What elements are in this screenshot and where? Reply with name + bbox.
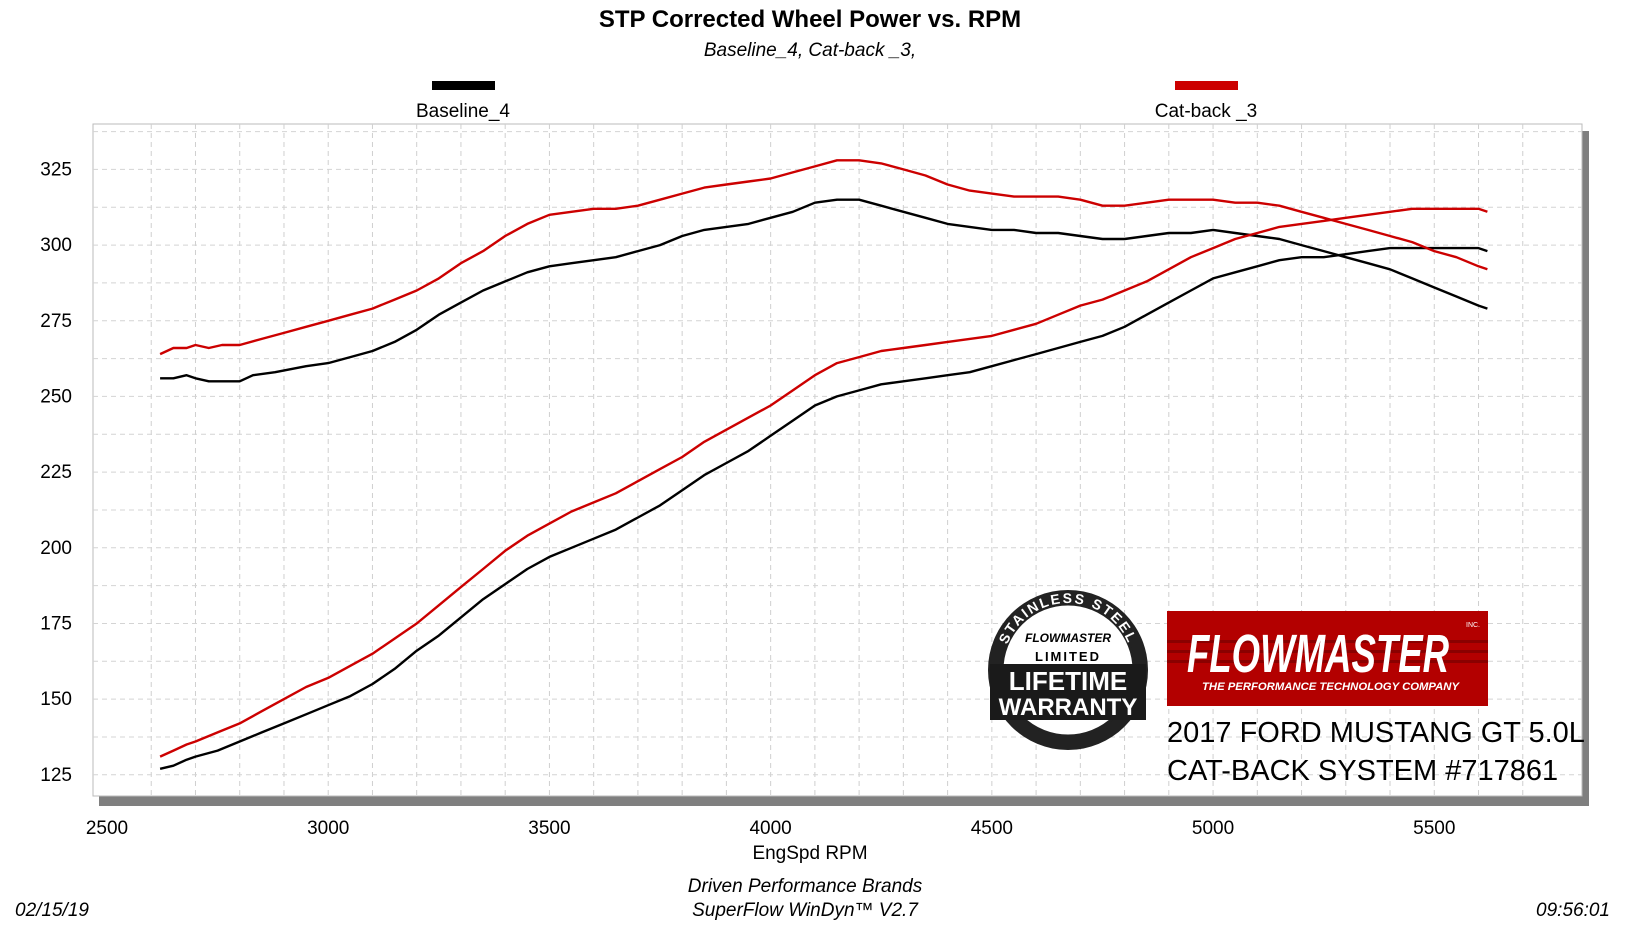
- badge-warranty-text: WARRANTY: [999, 694, 1138, 721]
- chart-subtitle: Baseline_4, Cat-back _3,: [704, 40, 916, 61]
- caption-system: CAT-BACK SYSTEM #717861: [1167, 755, 1559, 787]
- y-tick-label: 125: [40, 765, 72, 786]
- legend-swatch-catback: [1175, 81, 1238, 90]
- y-tick-label: 200: [40, 538, 72, 559]
- y-tick-label: 275: [40, 311, 72, 332]
- warranty-badge-logo: STAINLESS STEEL FLOWMASTER LIMITED LIFET…: [988, 590, 1148, 750]
- x-tick-label: 5000: [1192, 818, 1234, 839]
- badge-lifetime-text: LIFETIME: [1009, 666, 1127, 696]
- badge-limited-text: LIMITED: [1035, 649, 1101, 664]
- x-tick-label: 3000: [307, 818, 349, 839]
- x-tick-label: 4000: [749, 818, 791, 839]
- brand-wordmark: FLOWMASTER: [1187, 624, 1449, 684]
- chart-title: STP Corrected Wheel Power vs. RPM: [599, 6, 1021, 33]
- flowmaster-logo: FLOWMASTER INC. THE PERFORMANCE TECHNOLO…: [1167, 611, 1488, 706]
- y-tick-label: 325: [40, 159, 72, 180]
- legend-swatch-baseline: [432, 81, 495, 90]
- series-baseline-upper-line: [160, 198, 1488, 383]
- series-lines: [159, 159, 1488, 770]
- footer-source: Driven Performance Brands: [688, 876, 923, 897]
- axis-ticks: 125 150 175 200 225 250 275 300 325 2500 3000 3500 4…: [40, 159, 1455, 839]
- vehicle-caption: 2017 FORD MUSTANG GT 5.0L CAT-BACK SYSTE…: [1167, 714, 1607, 790]
- series-catback-lower-line: [159, 207, 1488, 758]
- badge-brand-text: FLOWMASTER: [1025, 631, 1111, 645]
- brand-tagline: THE PERFORMANCE TECHNOLOGY COMPANY: [1202, 681, 1461, 693]
- x-tick-label: 4500: [971, 818, 1013, 839]
- caption-vehicle: 2017 FORD MUSTANG GT 5.0L: [1167, 717, 1585, 749]
- series-catback-upper-line: [159, 159, 1488, 356]
- y-tick-label: 300: [40, 235, 72, 256]
- legend-label-baseline: Baseline_4: [416, 101, 510, 122]
- legend-label-catback: Cat-back _3: [1155, 101, 1257, 122]
- x-axis-label: EngSpd RPM: [752, 843, 867, 864]
- footer-software: SuperFlow WinDyn™ V2.7: [692, 900, 919, 921]
- y-tick-label: 150: [40, 689, 72, 710]
- y-tick-label: 175: [40, 613, 72, 634]
- x-tick-label: 5500: [1413, 818, 1455, 839]
- series-baseline-lower-line: [159, 246, 1488, 770]
- brand-inc-mark: INC.: [1466, 622, 1480, 629]
- x-tick-label: 2500: [86, 818, 128, 839]
- footer-date: 02/15/19: [15, 900, 89, 921]
- x-tick-label: 3500: [528, 818, 570, 839]
- footer-time: 09:56:01: [1536, 900, 1610, 921]
- y-tick-label: 225: [40, 462, 72, 483]
- y-tick-label: 250: [40, 386, 72, 407]
